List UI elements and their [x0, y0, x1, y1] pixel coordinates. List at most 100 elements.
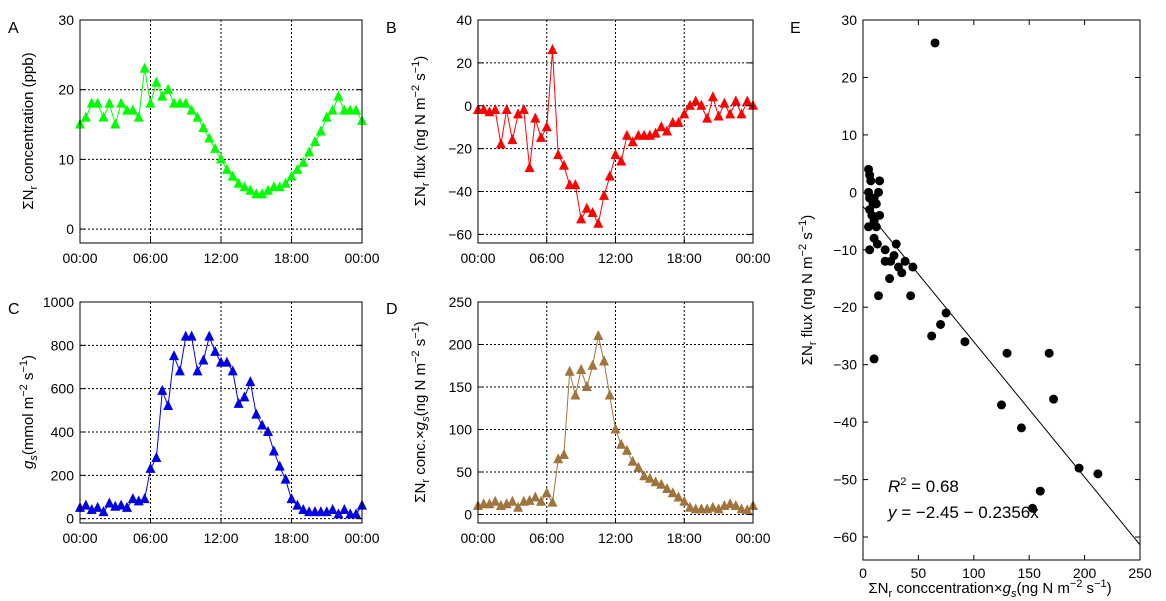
- panel-b-data-point: [656, 121, 667, 132]
- panel-b-data-point: [530, 112, 541, 123]
- panel-e-x-tick-label: 200: [1073, 565, 1097, 581]
- panel-e-x-tick-label: 100: [962, 565, 986, 581]
- panel-c-data-point: [257, 419, 268, 430]
- panel-e-data-point: [870, 199, 880, 209]
- panel-d-data-point: [616, 438, 627, 449]
- panel-d-data-point: [513, 501, 524, 512]
- panel-b-data-point: [707, 91, 718, 102]
- panel-e-data-point: [864, 222, 874, 232]
- panel-e-data-point: [927, 331, 937, 341]
- panel-e-frame: [862, 19, 1141, 561]
- panel-d-y-tick-label: 50: [456, 464, 472, 480]
- panel-d-data-point: [656, 478, 667, 489]
- panel-c-markers: [75, 330, 367, 519]
- panel-b-data-point: [713, 110, 724, 121]
- panel-b-data-point: [524, 161, 535, 172]
- panel-a-data-point: [245, 184, 256, 195]
- panel-a-x-ticks: 00:00 06:00 12:00 18:00 00:00: [62, 238, 380, 266]
- panel-b-data-point: [604, 170, 615, 181]
- panel-e-data-point: [875, 210, 885, 220]
- panel-c-data-point: [122, 501, 132, 512]
- panel-a-x-tick-label: 18:00: [274, 250, 309, 266]
- panel-a-y-tick-label: 0: [66, 221, 74, 237]
- panel-b-data-point: [696, 99, 707, 110]
- panel-b-data-point: [730, 95, 741, 106]
- panel-d-y-tick-label: 0: [464, 507, 472, 523]
- panel-c-y-tick-label: 1000: [43, 294, 74, 310]
- panel-e-y-axis-label: ΣNr flux (ng N m−2 s−1): [797, 215, 819, 366]
- panel-c-data-point: [204, 330, 215, 341]
- panel-e-data-point: [941, 308, 951, 318]
- panel-a-y-tick-label: 30: [58, 12, 74, 28]
- panel-b-data-point: [673, 116, 684, 127]
- panel-a-data-point: [127, 104, 138, 115]
- panel-b-data-point: [495, 138, 506, 149]
- panel-c-data-point: [221, 356, 232, 367]
- panel-d-data-point: [524, 494, 535, 505]
- panel-d-data-point: [501, 498, 512, 509]
- panel-e-x-tick-label: 150: [1018, 565, 1042, 581]
- panel-e: −60 −50 −40 −30 −20 −10 0 10 20 30 0 50 100 150 200 25…: [797, 12, 1152, 600]
- panel-a-x-tick-label: 06:00: [133, 250, 168, 266]
- panel-c-data-point: [157, 384, 168, 395]
- panel-e-y-tick-label: −40: [833, 414, 857, 430]
- panel-a-data-point: [257, 188, 268, 199]
- panel-d-x-tick-label: 12:00: [598, 530, 633, 546]
- panel-c-data-point: [186, 330, 197, 341]
- panel-d-data-point: [707, 501, 718, 512]
- panel-d-y-ticks: 0 50 100 150 200 250: [449, 294, 753, 523]
- panel-e-y-tick-label: 30: [841, 12, 857, 28]
- panel-b-data-point: [610, 149, 621, 160]
- panel-c-data-point: [145, 462, 156, 473]
- panel-e-y-tick-label: 10: [841, 127, 857, 143]
- panel-a-data-point: [315, 125, 326, 136]
- panel-label-a: A: [8, 20, 19, 37]
- panel-e-x-tick-label: 250: [1128, 565, 1152, 581]
- panel-d-y-tick-label: 200: [449, 337, 473, 353]
- panel-c-data-point: [245, 376, 256, 387]
- panel-e-x-tick-label: 50: [911, 565, 927, 581]
- panel-a-x-tick-label: 12:00: [203, 250, 238, 266]
- panel-c-y-tick-label: 600: [51, 381, 75, 397]
- panel-a-data-point: [286, 170, 297, 181]
- panel-e-y-tick-label: −30: [833, 357, 857, 373]
- panel-b-y-ticks: −60 −40 −20 0 20 40: [448, 12, 753, 242]
- panel-a-x-tick-label: 00:00: [344, 250, 379, 266]
- panel-b-data-point: [621, 129, 632, 140]
- panel-c-data-point: [268, 445, 279, 456]
- panel-b-data-point: [558, 159, 569, 170]
- panel-d-x-tick-label: 00:00: [735, 530, 770, 546]
- panel-c-data-point: [98, 506, 109, 517]
- panel-b-y-tick-label: −20: [448, 141, 472, 157]
- panel-b-y-axis-label: ΣNr flux (ng N m−2 s−1): [410, 56, 432, 207]
- panel-a-data-point: [98, 111, 109, 122]
- panel-c-data-point: [139, 493, 150, 504]
- panel-b-data-point: [627, 136, 638, 147]
- panel-a-data-point: [216, 153, 226, 164]
- panel-d-data-point: [587, 359, 598, 370]
- panel-c-grid: [80, 302, 362, 523]
- panel-d-data-point: [742, 504, 753, 515]
- panel-e-data-point: [1044, 348, 1054, 358]
- panel-c-data-point: [116, 499, 127, 510]
- panel-b-data-point: [587, 206, 598, 217]
- panel-d-data-point: [730, 500, 741, 510]
- panel-b-data-point: [576, 213, 587, 224]
- panel-b-data-point: [518, 104, 529, 115]
- panel-label-e: E: [790, 20, 801, 37]
- panel-c-x-tick-label: 12:00: [203, 530, 238, 546]
- panel-c-data-point: [239, 391, 250, 402]
- panel-e-data-point: [1074, 463, 1084, 473]
- panel-e-y-tick-label: −20: [833, 299, 857, 315]
- panel-e-data-point: [1028, 503, 1038, 513]
- panel-d-data-point: [627, 455, 638, 466]
- panel-b-data-point: [702, 112, 713, 123]
- panel-d-data-point: [593, 330, 604, 340]
- panel-a-data-point: [151, 76, 162, 87]
- panel-d-grid: [478, 302, 753, 523]
- panel-c-data-point: [351, 508, 362, 519]
- panel-a-data-point: [280, 177, 291, 188]
